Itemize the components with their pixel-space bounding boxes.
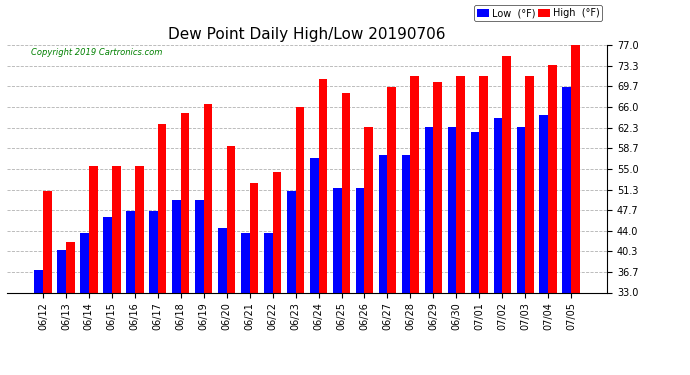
- Bar: [204, 104, 213, 375]
- Bar: [571, 45, 580, 375]
- Bar: [562, 87, 571, 375]
- Bar: [549, 64, 557, 375]
- Bar: [158, 124, 166, 375]
- Bar: [80, 233, 89, 375]
- Bar: [379, 154, 388, 375]
- Bar: [126, 211, 135, 375]
- Bar: [172, 200, 181, 375]
- Bar: [480, 76, 488, 375]
- Bar: [103, 217, 112, 375]
- Bar: [57, 251, 66, 375]
- Bar: [112, 166, 121, 375]
- Bar: [195, 200, 204, 375]
- Bar: [89, 166, 97, 375]
- Text: Copyright 2019 Cartronics.com: Copyright 2019 Cartronics.com: [32, 48, 163, 57]
- Bar: [342, 93, 351, 375]
- Bar: [287, 191, 295, 375]
- Bar: [149, 211, 158, 375]
- Bar: [388, 87, 396, 375]
- Bar: [540, 116, 549, 375]
- Bar: [525, 76, 534, 375]
- Bar: [135, 166, 144, 375]
- Bar: [43, 191, 52, 375]
- Bar: [218, 228, 226, 375]
- Bar: [66, 242, 75, 375]
- Bar: [333, 188, 342, 375]
- Bar: [448, 127, 456, 375]
- Bar: [493, 118, 502, 375]
- Bar: [241, 233, 250, 375]
- Bar: [502, 56, 511, 375]
- Bar: [273, 172, 282, 375]
- Bar: [364, 127, 373, 375]
- Title: Dew Point Daily High/Low 20190706: Dew Point Daily High/Low 20190706: [168, 27, 446, 42]
- Bar: [310, 158, 319, 375]
- Bar: [34, 270, 43, 375]
- Bar: [250, 183, 258, 375]
- Bar: [402, 154, 411, 375]
- Bar: [226, 146, 235, 375]
- Bar: [517, 127, 525, 375]
- Bar: [181, 112, 190, 375]
- Bar: [295, 107, 304, 375]
- Bar: [424, 127, 433, 375]
- Legend: Low  (°F), High  (°F): Low (°F), High (°F): [474, 5, 602, 21]
- Bar: [356, 188, 364, 375]
- Bar: [411, 76, 419, 375]
- Bar: [471, 132, 480, 375]
- Bar: [319, 79, 327, 375]
- Bar: [433, 82, 442, 375]
- Bar: [456, 76, 465, 375]
- Bar: [264, 233, 273, 375]
